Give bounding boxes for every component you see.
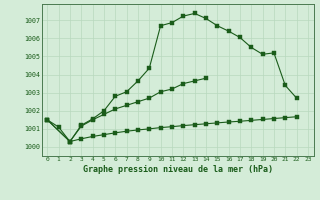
X-axis label: Graphe pression niveau de la mer (hPa): Graphe pression niveau de la mer (hPa) xyxy=(83,165,273,174)
